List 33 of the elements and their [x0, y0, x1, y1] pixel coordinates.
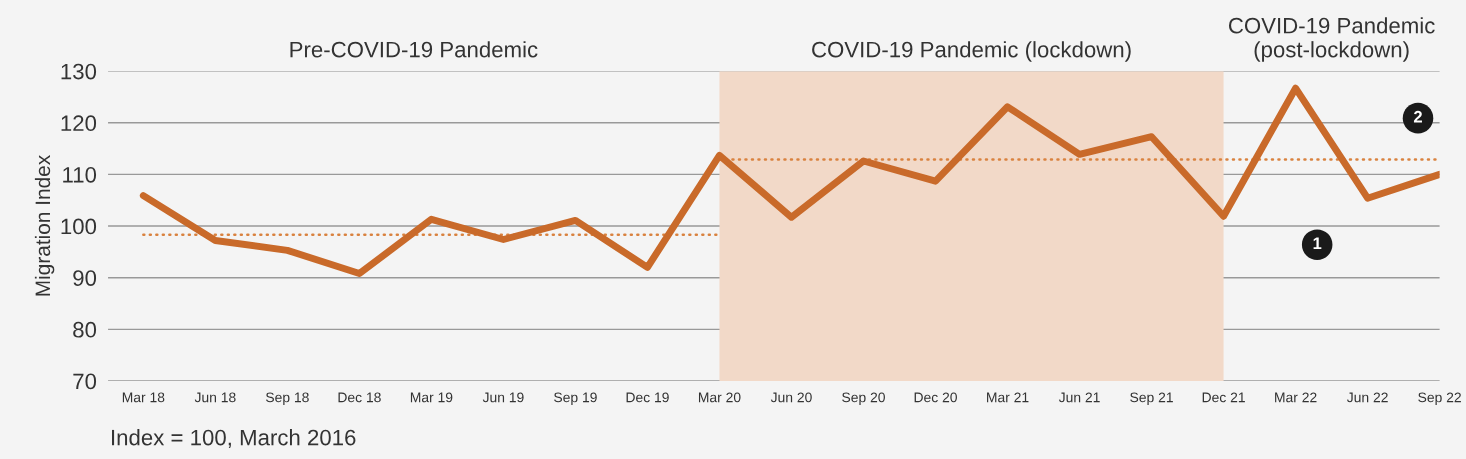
- text: Index = 100, March 2016: [112, 429, 356, 449]
- x-tick-label: Sep 22: [1418, 392, 1461, 406]
- x-tick-label: Dec 19: [626, 392, 669, 403]
- x-tick-label: Mar 18: [122, 392, 165, 403]
- x-tick-label: Mar 20: [698, 392, 741, 403]
- x-tick-label: Jun 18: [194, 392, 236, 403]
- x-tick-label: Sep 20: [842, 392, 885, 406]
- x-tick-label: Dec 21: [1202, 392, 1245, 403]
- x-tick-label: Mar 21: [987, 392, 1029, 403]
- band-label: COVID-19 Pandemic (lockdown): [812, 41, 1131, 62]
- x-tick-label: Sep 21: [1130, 392, 1173, 406]
- y-tick-label: 110: [63, 166, 97, 183]
- text: COVID-19 Pandemic (post-lockdown): [1228, 17, 1435, 62]
- x-tick-label: Dec 20: [914, 392, 957, 403]
- x-tick-label: Mar 22: [1275, 392, 1317, 403]
- text: Pre-COVID-19 Pandemic: [290, 41, 538, 58]
- x-tick-label: Dec 18: [338, 392, 381, 403]
- y-tick-label: 90: [73, 270, 97, 286]
- x-tick-label: Sep 18: [265, 392, 309, 406]
- y-tick-label: 130: [61, 63, 97, 80]
- annotation: 2: [1413, 110, 1422, 123]
- y-tick-label: 80: [73, 321, 97, 338]
- x-tick-label: Jun 19: [482, 392, 524, 403]
- y-tick-label: 120: [61, 115, 97, 132]
- y-axis-title: Migration Index: [34, 155, 55, 296]
- y-tick-label: 100: [61, 218, 97, 235]
- x-tick-label: Jun 20: [770, 392, 812, 403]
- x-tick-label: Jun 22: [1346, 392, 1388, 403]
- x-tick-label: Jun 21: [1058, 392, 1100, 403]
- x-tick-label: Mar 19: [410, 392, 453, 403]
- y-tick-label: 70: [73, 373, 97, 390]
- x-tick-label: Sep 19: [554, 392, 597, 406]
- annotation: 1: [1313, 237, 1322, 249]
